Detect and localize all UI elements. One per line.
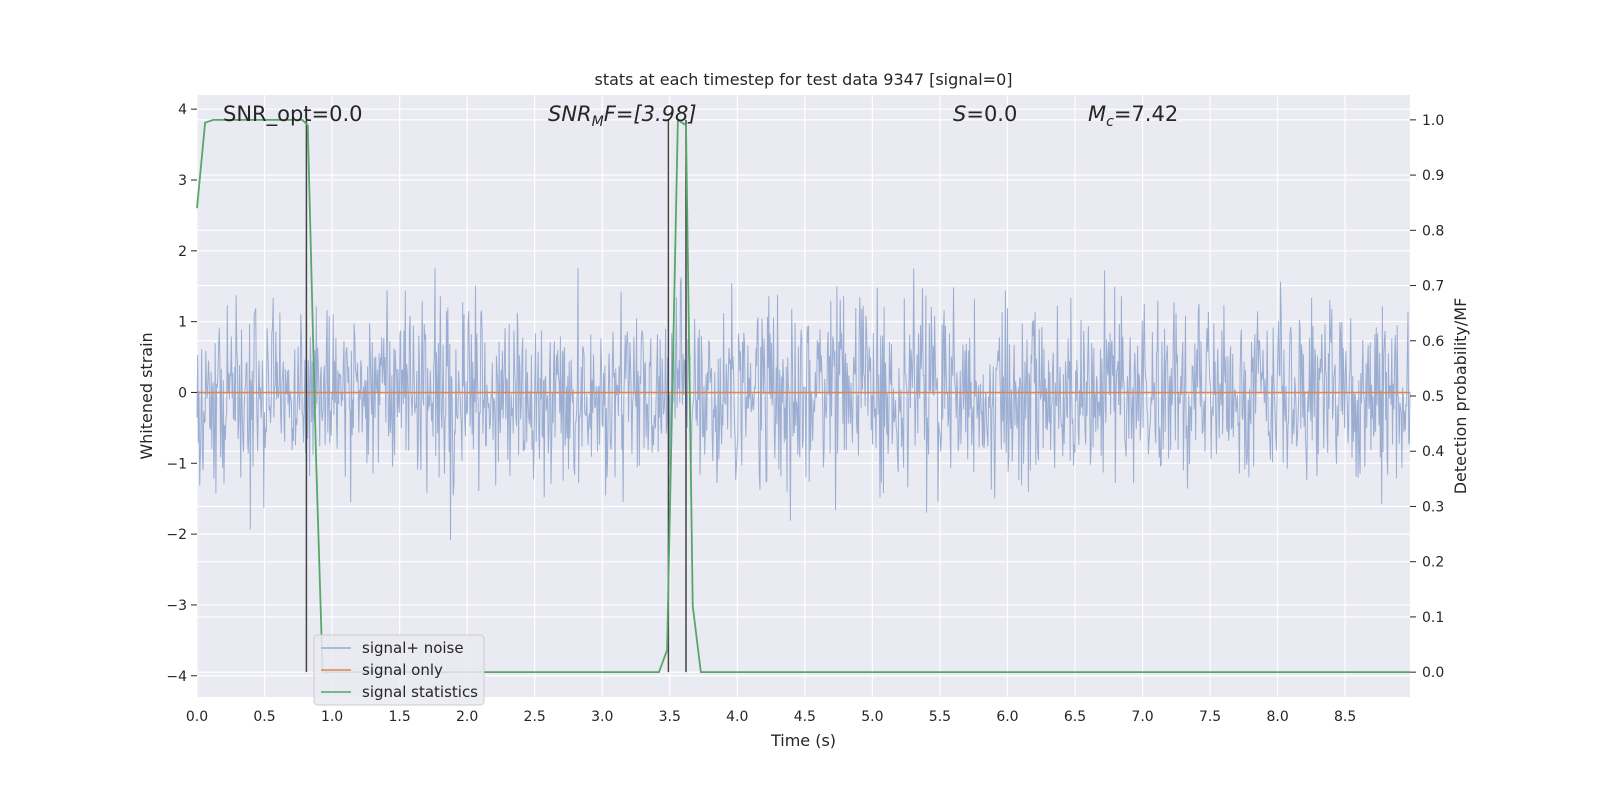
series-signal-plus-noise — [196, 267, 1411, 541]
legend-box — [313, 634, 485, 706]
x-tick-label: 1.5 — [388, 709, 410, 725]
x-tick-label: 5.5 — [929, 709, 951, 725]
y-tick-label: −4 — [166, 669, 187, 685]
y2-tick-label: 0.7 — [1422, 279, 1444, 295]
legend-label-signal-only: signal only — [362, 661, 443, 679]
x-tick-label: 5.0 — [861, 709, 883, 725]
y-tick-label: 2 — [178, 244, 187, 260]
x-tick-label: 6.5 — [1064, 709, 1086, 725]
x-tick-label: 2.0 — [456, 709, 478, 725]
x-tick-label: 0.0 — [186, 709, 208, 725]
x-tick-label: 3.0 — [591, 709, 613, 725]
annotation-mc: Mc=7.42 — [1088, 102, 1178, 130]
annotation-snr-mf-rest: F=[3.98] — [604, 102, 697, 126]
y2-tick-label: 0.4 — [1422, 444, 1444, 460]
annotation-snr-mf: SNRMF=[3.98] — [548, 102, 697, 130]
y-tick-label: −2 — [166, 527, 187, 543]
chart-title: stats at each timestep for test data 934… — [594, 70, 1012, 89]
y2-tick-label: 0.9 — [1422, 168, 1444, 184]
y2-tick-label: 0.3 — [1422, 499, 1444, 515]
y2-axis-label: Detection probability/MF — [1451, 298, 1470, 495]
x-tick-label: 0.5 — [253, 709, 275, 725]
y-tick-label: −3 — [166, 598, 187, 614]
y-tick-label: 3 — [178, 173, 187, 189]
y-tick-label: 4 — [178, 102, 187, 118]
x-tick-label: 6.0 — [996, 709, 1018, 725]
y2-tick-label: 0.1 — [1422, 610, 1444, 626]
series-line-signal-plus-noise — [196, 267, 1411, 541]
legend: signal+ noise signal only signal statist… — [313, 634, 485, 706]
x-axis-ticks: 0.0 0.5 1.0 1.5 2.0 2.5 3.0 3.5 4.0 4.5 5.0 5.5 6.0 6… — [186, 709, 1356, 725]
x-tick-label: 2.5 — [524, 709, 546, 725]
x-tick-label: 4.5 — [794, 709, 816, 725]
annotation-mc-sub: c — [1106, 114, 1114, 130]
x-tick-label: 8.5 — [1334, 709, 1356, 725]
annotation-snr-mf-main: SNR — [548, 102, 592, 126]
y-tick-label: 0 — [178, 385, 187, 401]
legend-label-signal-statistics: signal statistics — [362, 683, 478, 701]
y2-tick-label: 0.2 — [1422, 555, 1444, 571]
y2-tick-label: 0.0 — [1422, 665, 1444, 681]
y-tick-label: 1 — [178, 315, 187, 331]
x-tick-label: 7.0 — [1131, 709, 1153, 725]
annotation-s: S=0.0 — [953, 102, 1017, 126]
y2-tick-label: 0.6 — [1422, 334, 1444, 350]
annotation-mc-rest: =7.42 — [1114, 102, 1178, 126]
y2-tick-label: 0.8 — [1422, 223, 1444, 239]
annotation-s-rest: =0.0 — [966, 102, 1017, 126]
x-tick-label: 4.0 — [726, 709, 748, 725]
annotation-snr-mf-sub: M — [592, 114, 604, 130]
y2-tick-label: 1.0 — [1422, 113, 1444, 129]
annotation-mc-main: M — [1088, 102, 1106, 126]
x-tick-label: 3.5 — [659, 709, 681, 725]
y-axis-ticks: −4 −3 −2 −1 0 1 2 3 4 — [166, 102, 197, 685]
y2-tick-label: 0.5 — [1422, 389, 1444, 405]
y-tick-label: −1 — [166, 456, 187, 472]
x-tick-label: 1.0 — [321, 709, 343, 725]
x-tick-label: 8.0 — [1266, 709, 1288, 725]
legend-label-signal-plus-noise: signal+ noise — [362, 639, 464, 657]
x-tick-label: 7.5 — [1199, 709, 1221, 725]
annotation-s-main: S — [953, 102, 966, 126]
x-axis-label: Time (s) — [770, 731, 836, 750]
y-axis-label: Whitened strain — [137, 332, 156, 459]
annotation-snr-opt: SNR_opt=0.0 — [223, 102, 363, 127]
y2-axis-ticks: 0.0 0.1 0.2 0.3 0.4 0.5 0.6 0.7 0.8 0.9 1.0 — [1410, 113, 1444, 681]
